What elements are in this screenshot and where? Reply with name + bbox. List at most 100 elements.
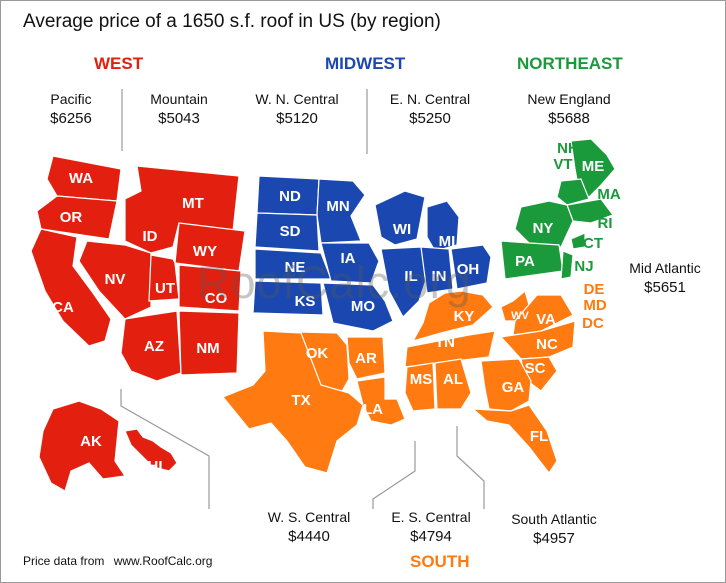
northeast-inside-labels: ME — [582, 158, 605, 175]
label-ga: GA — [502, 379, 525, 396]
state-in — [420, 246, 454, 294]
footer-source-link[interactable]: www.RoofCalc.org — [113, 554, 213, 568]
state-nv — [78, 240, 152, 320]
label-md: MD — [583, 297, 606, 314]
label-ma: MA — [597, 186, 620, 203]
label-de: DE — [584, 281, 605, 298]
state-tn — [404, 330, 496, 368]
divider-west-south — [120, 389, 210, 509]
label-ny: NY — [533, 220, 554, 237]
subregion-price: $5651 — [644, 279, 686, 296]
northeast-outside-labels: NH VT MA RI CT NJ — [553, 140, 620, 275]
subregion-mid-atlantic: Mid Atlantic $5651 — [617, 259, 713, 297]
state-ia — [320, 242, 380, 284]
subregion-price: $5043 — [158, 110, 200, 127]
label-la: LA — [363, 401, 383, 418]
subregion-name: E. S. Central — [391, 509, 471, 525]
midwest-region — [252, 175, 492, 332]
label-sd: SD — [280, 223, 301, 240]
subregion-name: Pacific — [50, 91, 92, 107]
state-nm — [178, 310, 240, 376]
state-nj — [560, 250, 574, 280]
state-ar — [346, 336, 386, 380]
label-id: ID — [143, 228, 158, 245]
state-ak — [38, 400, 127, 492]
label-il: IL — [404, 268, 417, 285]
label-ak: AK — [80, 433, 102, 450]
label-al: AL — [443, 371, 463, 388]
region-south-label: SOUTH — [410, 552, 470, 571]
state-fl — [471, 404, 558, 475]
subregion-name: W. N. Central — [255, 91, 339, 107]
label-tx: TX — [291, 392, 310, 409]
region-west-label: WEST — [94, 54, 144, 73]
northeast-region — [500, 138, 616, 280]
state-ut — [148, 254, 180, 302]
region-northeast-label: NORTHEAST — [517, 54, 623, 73]
label-wa: WA — [69, 170, 93, 187]
state-ky — [411, 290, 494, 342]
state-wi — [374, 190, 426, 246]
label-ia: IA — [341, 250, 356, 267]
label-dc: DC — [582, 315, 604, 332]
state-mi — [426, 200, 460, 252]
state-labels-small: WV — [511, 310, 529, 322]
subregion-en-central: E. N. Central $5250 — [381, 90, 479, 128]
state-hi — [124, 428, 178, 472]
subregion-price: $5120 — [276, 110, 318, 127]
west-region — [30, 155, 246, 492]
label-ne: NE — [285, 259, 306, 276]
label-me: ME — [582, 158, 605, 175]
state-az — [120, 310, 182, 382]
label-mi: MI — [439, 233, 456, 250]
label-ar: AR — [355, 350, 377, 367]
state-ny — [514, 200, 574, 248]
subregion-wn-central: W. N. Central $5120 — [245, 90, 349, 128]
state-ct — [570, 232, 586, 250]
label-wy: WY — [193, 243, 217, 260]
label-ri: RI — [598, 215, 613, 232]
subregion-name: New England — [527, 91, 611, 107]
subregion-price: $4957 — [533, 530, 575, 547]
divider-lines — [120, 89, 485, 509]
divider-ws-es — [372, 441, 416, 509]
label-nh: NH — [557, 140, 579, 157]
state-tx — [222, 330, 364, 474]
label-va: VA — [536, 311, 556, 328]
label-or: OR — [60, 209, 83, 226]
label-mt: MT — [182, 195, 204, 212]
label-oh: OH — [457, 261, 480, 278]
label-vt: VT — [553, 156, 572, 173]
region-midwest-label: MIDWEST — [325, 54, 406, 73]
label-az: AZ — [144, 338, 164, 355]
state-la — [356, 376, 406, 426]
divider-es-sa — [456, 426, 485, 509]
state-oh — [450, 244, 492, 290]
state-mo — [322, 282, 394, 332]
subregion-price: $4794 — [410, 528, 452, 545]
subregion-name: South Atlantic — [511, 511, 597, 527]
label-ks: KS — [295, 293, 316, 310]
state-ga — [480, 358, 532, 412]
label-tn: TN — [435, 334, 455, 351]
subregion-name: E. N. Central — [389, 91, 471, 107]
subregion-mountain: Mountain $5043 — [138, 90, 220, 128]
subregion-price: $4440 — [288, 528, 330, 545]
label-ca: CA — [52, 299, 74, 316]
subregion-name: W. S. Central — [267, 509, 351, 525]
label-nj: NJ — [574, 258, 593, 275]
label-ut: UT — [155, 280, 175, 297]
label-nv: NV — [105, 271, 126, 288]
south-outside-labels: DE MD DC — [582, 281, 607, 332]
label-wi: WI — [393, 221, 411, 238]
state-vt — [556, 178, 590, 206]
state-ms — [404, 362, 436, 412]
label-mo: MO — [351, 298, 375, 315]
footer: Price data from www.RoofCalc.org — [23, 554, 218, 568]
subregion-price: $6256 — [50, 110, 92, 127]
state-ks — [252, 280, 324, 316]
state-co — [178, 264, 242, 312]
state-or — [36, 195, 118, 240]
